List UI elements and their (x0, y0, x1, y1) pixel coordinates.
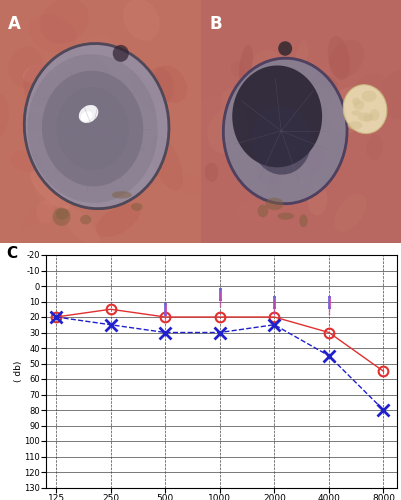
Ellipse shape (278, 41, 292, 56)
Ellipse shape (331, 92, 365, 130)
Ellipse shape (353, 107, 368, 112)
Ellipse shape (231, 81, 260, 110)
Text: A: A (8, 14, 21, 32)
Ellipse shape (136, 78, 170, 106)
Ellipse shape (68, 50, 99, 95)
Ellipse shape (364, 92, 374, 100)
Ellipse shape (40, 54, 83, 96)
Ellipse shape (42, 70, 143, 186)
Ellipse shape (16, 188, 49, 227)
Ellipse shape (292, 183, 330, 206)
Ellipse shape (137, 83, 165, 106)
Ellipse shape (394, 56, 401, 92)
Ellipse shape (173, 146, 222, 194)
Ellipse shape (135, 60, 164, 114)
Ellipse shape (57, 87, 129, 170)
Ellipse shape (305, 221, 324, 230)
Ellipse shape (67, 211, 86, 220)
Ellipse shape (86, 148, 121, 184)
Ellipse shape (251, 106, 311, 174)
Ellipse shape (113, 45, 129, 62)
Text: C: C (6, 246, 17, 260)
Ellipse shape (346, 92, 362, 97)
Ellipse shape (295, 148, 312, 169)
Ellipse shape (394, 88, 401, 110)
Ellipse shape (79, 105, 98, 123)
Ellipse shape (277, 220, 287, 233)
Ellipse shape (214, 109, 230, 132)
Ellipse shape (96, 200, 114, 216)
Ellipse shape (270, 70, 308, 96)
Ellipse shape (164, 122, 193, 166)
Ellipse shape (142, 100, 184, 152)
Ellipse shape (100, 164, 126, 184)
Ellipse shape (67, 150, 91, 174)
Ellipse shape (356, 34, 386, 54)
Ellipse shape (0, 132, 26, 163)
Ellipse shape (14, 134, 36, 166)
Ellipse shape (69, 172, 89, 208)
Ellipse shape (204, 138, 219, 186)
Ellipse shape (355, 114, 365, 122)
Ellipse shape (105, 186, 128, 203)
Ellipse shape (66, 0, 104, 58)
Ellipse shape (28, 58, 53, 90)
Ellipse shape (358, 108, 366, 115)
Ellipse shape (362, 180, 390, 222)
Ellipse shape (71, 32, 103, 75)
Ellipse shape (28, 54, 158, 203)
Ellipse shape (373, 94, 379, 100)
Ellipse shape (226, 57, 241, 91)
Ellipse shape (81, 111, 92, 122)
Y-axis label: ( db): ( db) (14, 360, 22, 382)
Ellipse shape (53, 148, 95, 190)
Ellipse shape (117, 50, 140, 94)
Ellipse shape (223, 58, 347, 204)
Ellipse shape (328, 162, 354, 195)
Ellipse shape (124, 210, 140, 225)
Ellipse shape (277, 202, 287, 209)
Ellipse shape (115, 70, 141, 88)
Ellipse shape (108, 190, 140, 222)
Ellipse shape (93, 160, 134, 210)
Ellipse shape (286, 143, 314, 182)
Ellipse shape (349, 72, 381, 104)
Ellipse shape (0, 96, 3, 128)
Ellipse shape (360, 92, 368, 100)
Text: B: B (209, 14, 222, 32)
Ellipse shape (232, 66, 322, 168)
Ellipse shape (228, 72, 250, 96)
Ellipse shape (0, 118, 13, 156)
Ellipse shape (249, 104, 267, 123)
Ellipse shape (225, 146, 251, 177)
Ellipse shape (183, 86, 213, 124)
Ellipse shape (257, 212, 265, 224)
Ellipse shape (83, 214, 102, 227)
Ellipse shape (24, 44, 169, 208)
Ellipse shape (371, 144, 397, 170)
Ellipse shape (87, 37, 123, 80)
Ellipse shape (358, 76, 388, 102)
Ellipse shape (349, 162, 381, 202)
Ellipse shape (202, 72, 240, 115)
Ellipse shape (334, 43, 375, 68)
Ellipse shape (371, 108, 382, 120)
Ellipse shape (79, 70, 96, 101)
Ellipse shape (214, 104, 235, 130)
Ellipse shape (337, 16, 370, 55)
Ellipse shape (319, 178, 344, 212)
Ellipse shape (343, 84, 387, 134)
Ellipse shape (309, 27, 322, 44)
